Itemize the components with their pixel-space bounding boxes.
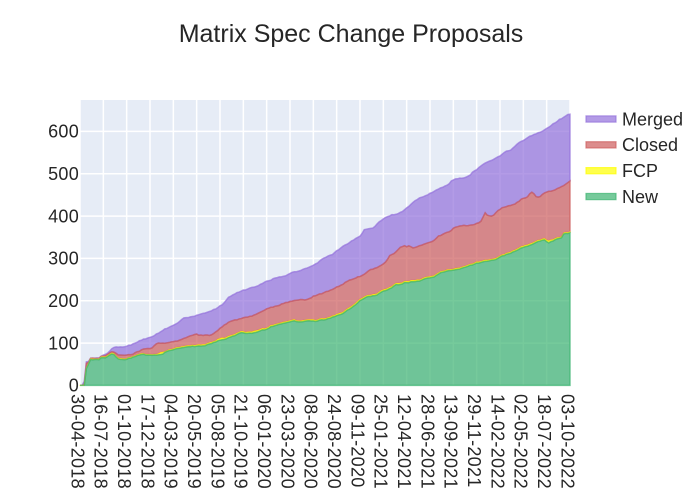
svg-text:500: 500 [48, 164, 79, 184]
svg-text:17-12-2018: 17-12-2018 [137, 394, 157, 489]
svg-text:Matrix Spec Change Proposals: Matrix Spec Change Proposals [179, 20, 524, 48]
svg-text:18-07-2022: 18-07-2022 [534, 394, 554, 489]
svg-text:03-10-2022: 03-10-2022 [557, 394, 577, 489]
svg-text:100: 100 [48, 333, 79, 353]
svg-text:200: 200 [48, 291, 79, 311]
svg-text:Merged: Merged [622, 109, 683, 129]
svg-text:16-07-2018: 16-07-2018 [91, 394, 111, 489]
svg-text:0: 0 [69, 376, 79, 396]
svg-text:Closed: Closed [622, 135, 678, 155]
svg-text:30-04-2018: 30-04-2018 [67, 394, 87, 489]
svg-text:New: New [622, 187, 659, 207]
svg-text:24-08-2020: 24-08-2020 [324, 394, 344, 489]
svg-text:29-11-2021: 29-11-2021 [464, 394, 484, 488]
svg-text:FCP: FCP [622, 161, 658, 181]
svg-text:05-08-2019: 05-08-2019 [207, 394, 227, 489]
svg-text:21-10-2019: 21-10-2019 [231, 394, 251, 489]
svg-text:13-09-2021: 13-09-2021 [441, 394, 461, 489]
svg-text:23-03-2020: 23-03-2020 [277, 394, 297, 489]
svg-text:12-04-2021: 12-04-2021 [394, 394, 414, 489]
svg-text:25-01-2021: 25-01-2021 [371, 394, 391, 489]
svg-text:01-10-2018: 01-10-2018 [114, 394, 134, 489]
svg-text:400: 400 [48, 206, 79, 226]
svg-text:09-11-2020: 09-11-2020 [347, 394, 367, 488]
svg-text:08-06-2020: 08-06-2020 [301, 394, 321, 489]
svg-text:28-06-2021: 28-06-2021 [417, 394, 437, 489]
svg-text:600: 600 [48, 122, 79, 142]
svg-text:14-02-2022: 14-02-2022 [487, 394, 507, 489]
svg-text:02-05-2022: 02-05-2022 [511, 394, 531, 489]
svg-text:06-01-2020: 06-01-2020 [254, 394, 274, 489]
svg-text:20-05-2019: 20-05-2019 [184, 394, 204, 489]
svg-text:04-03-2019: 04-03-2019 [161, 394, 181, 489]
svg-text:300: 300 [48, 249, 79, 269]
